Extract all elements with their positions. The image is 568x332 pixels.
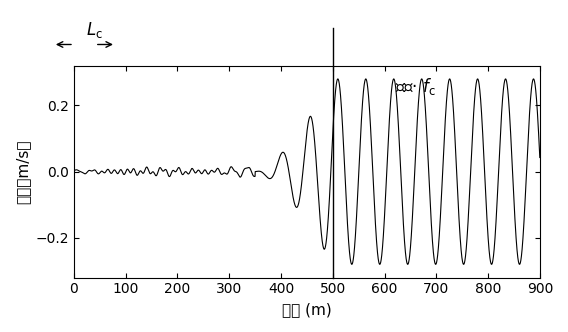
Text: $L_{\mathrm{c}}$: $L_{\mathrm{c}}$: [86, 20, 103, 40]
X-axis label: 里程 (m): 里程 (m): [282, 302, 332, 317]
Text: 频率· $f_{\mathrm{c}}$: 频率· $f_{\mathrm{c}}$: [395, 76, 436, 97]
Y-axis label: 速度（m/s）: 速度（m/s）: [15, 139, 30, 204]
